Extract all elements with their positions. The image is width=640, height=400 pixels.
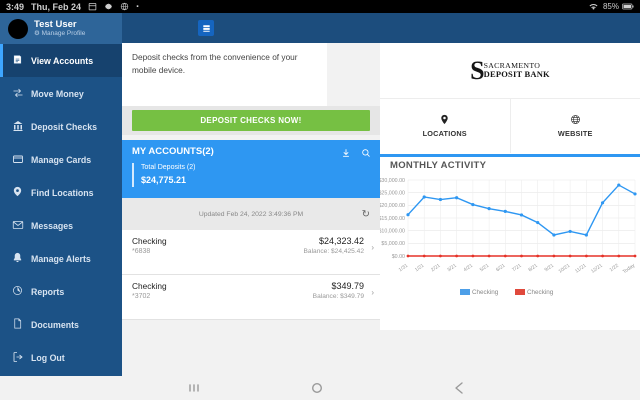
svg-text:$20,000.00: $20,000.00 xyxy=(380,203,405,209)
svg-text:$10,000.00: $10,000.00 xyxy=(380,229,405,235)
svg-text:$25,000.00: $25,000.00 xyxy=(380,191,405,197)
svg-text:Checking: Checking xyxy=(472,289,499,296)
svg-text:11/21: 11/21 xyxy=(574,263,588,275)
svg-text:$30,000.00: $30,000.00 xyxy=(380,178,405,184)
svg-text:4/21: 4/21 xyxy=(463,263,475,274)
svg-text:$5,000.00: $5,000.00 xyxy=(381,241,405,247)
svg-text:7/21: 7/21 xyxy=(511,263,523,274)
svg-text:10/21: 10/21 xyxy=(558,263,572,275)
svg-text:1/31: 1/31 xyxy=(398,263,410,274)
svg-text:12/21: 12/21 xyxy=(590,263,604,275)
svg-text:Today: Today xyxy=(622,262,637,275)
svg-text:8/21: 8/21 xyxy=(527,263,539,274)
svg-text:$0.00: $0.00 xyxy=(392,254,405,260)
svg-text:1/22: 1/22 xyxy=(609,263,621,274)
svg-text:1/21: 1/21 xyxy=(414,263,426,274)
svg-text:6/21: 6/21 xyxy=(495,263,507,274)
svg-text:9/21: 9/21 xyxy=(544,263,556,274)
svg-text:2/21: 2/21 xyxy=(430,263,442,274)
svg-text:3/21: 3/21 xyxy=(446,263,458,274)
svg-text:Checking: Checking xyxy=(527,289,554,296)
svg-text:$15,000.00: $15,000.00 xyxy=(380,216,405,222)
svg-text:5/21: 5/21 xyxy=(479,263,491,274)
